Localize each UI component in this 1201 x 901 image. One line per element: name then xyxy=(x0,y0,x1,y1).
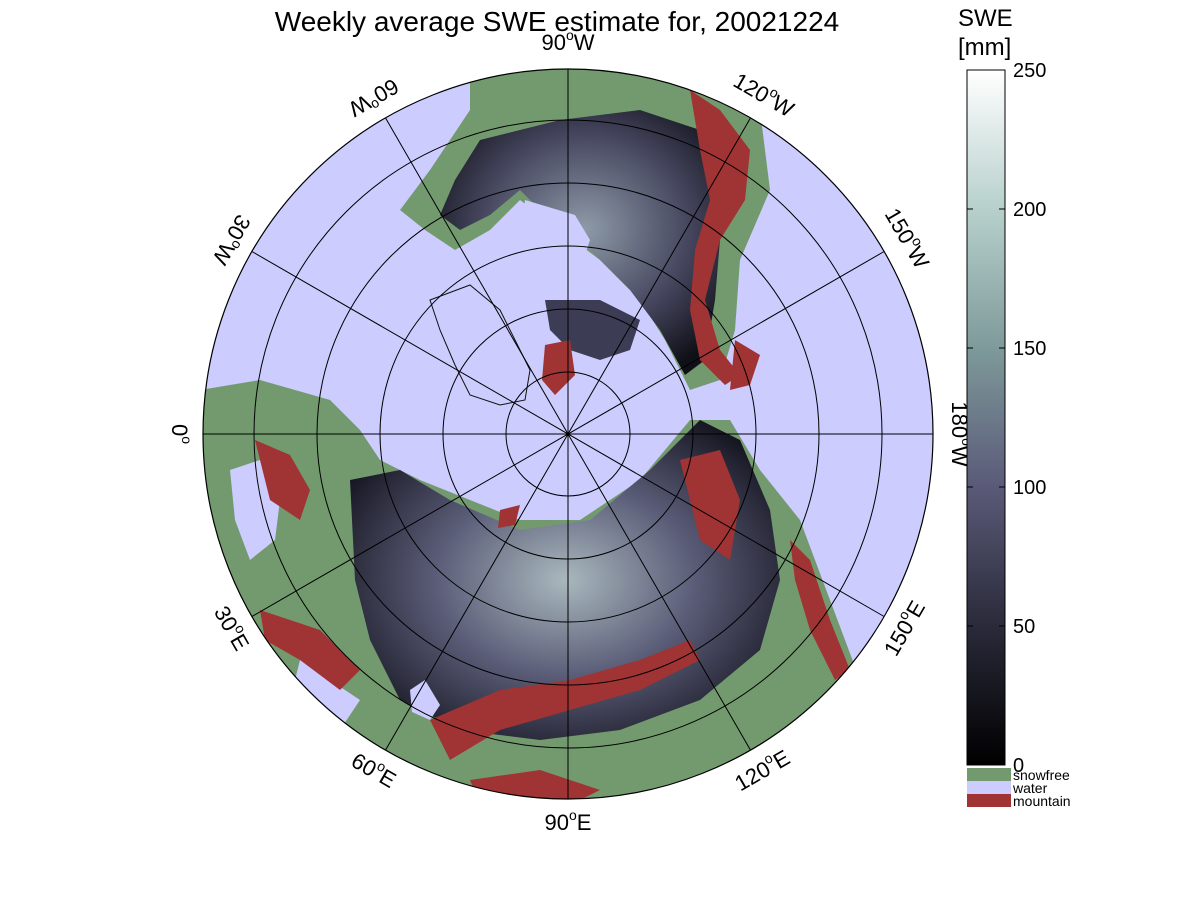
graticule xyxy=(202,68,934,800)
novaya-zemlya xyxy=(498,505,520,528)
longitude-hemisphere: W xyxy=(947,446,972,467)
category-swatch-mountain xyxy=(967,794,1011,807)
longitude-degree-value: 30 xyxy=(222,211,256,245)
colorbar-tick-label: 200 xyxy=(1013,199,1046,221)
colorbar-label-line2: [mm] xyxy=(958,34,1011,61)
colorbar-gradient xyxy=(966,69,1006,766)
colorbar-ticks: 0 50 100 150 200 250 xyxy=(967,60,1046,777)
polar-map: 90oW120oW150oW180oW150oE120oE90oE60oE30o… xyxy=(167,27,975,835)
degree-symbol: o xyxy=(569,807,577,823)
colorbar-label-line1: SWE xyxy=(958,5,1013,32)
category-label-snowfree: snowfree xyxy=(1013,767,1070,783)
category-label-mountain: mountain xyxy=(1013,793,1071,809)
category-swatch-snowfree xyxy=(967,768,1011,781)
longitude-label: 90oE xyxy=(545,807,592,835)
longitude-hemisphere: W xyxy=(574,30,595,55)
himalaya xyxy=(430,640,700,760)
longitude-hemisphere: W xyxy=(344,90,375,122)
east-siberia-mountains xyxy=(680,450,740,560)
longitude-label: 0o xyxy=(167,424,195,444)
ellesmere-mountain xyxy=(542,340,575,395)
longitude-degree-value: 90 xyxy=(541,30,565,55)
longitude-label: 90oW xyxy=(541,27,594,55)
rocky-mountains xyxy=(690,90,750,385)
map-title: Weekly average SWE estimate for, 2002122… xyxy=(275,6,839,37)
longitude-degree-value: 150 xyxy=(879,616,919,660)
alps-caucasus xyxy=(260,610,360,690)
longitude-hemisphere: E xyxy=(225,630,254,655)
colorbar-tick-label: 250 xyxy=(1013,60,1046,82)
degree-symbol: o xyxy=(566,27,574,43)
colorbar-tick-label: 150 xyxy=(1013,338,1046,360)
colorbar-tick-label: 100 xyxy=(1013,477,1046,499)
meridian-150 xyxy=(251,251,885,617)
scandinavian-mountains xyxy=(255,440,310,520)
longitude-degree-value: 120 xyxy=(729,68,773,108)
colorbar: SWE [mm] 0 50 100 150 200 250 snowfreewatermo… xyxy=(958,5,1071,809)
degree-symbol: o xyxy=(179,436,195,444)
longitude-hemisphere: W xyxy=(902,242,934,273)
colorbar-tick-label: 0 xyxy=(1013,755,1024,777)
mediterranean-water xyxy=(290,660,360,730)
hudson-bay xyxy=(520,200,590,285)
colorbar-tick-label: 50 xyxy=(1013,616,1035,638)
longitude-degree-value: 60 xyxy=(347,748,381,782)
category-swatch-water xyxy=(967,781,1011,794)
category-label-water: water xyxy=(1012,780,1048,796)
kamchatka xyxy=(790,540,850,680)
longitude-hemisphere: E xyxy=(769,745,794,774)
longitude-hemisphere: E xyxy=(577,810,592,835)
longitude-degree-value: 0 xyxy=(167,424,192,436)
longitude-degree-value: 90 xyxy=(545,810,569,835)
